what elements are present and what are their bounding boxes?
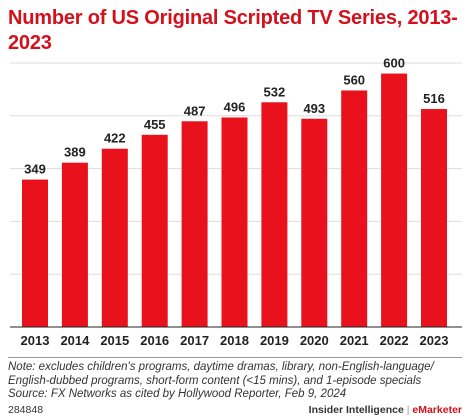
data-label-2022: 600 xyxy=(383,56,405,71)
data-label-2016: 455 xyxy=(144,117,166,132)
note-line-1: Note: excludes children's programs, dayt… xyxy=(8,361,434,373)
x-tick-2021: 2021 xyxy=(340,333,369,348)
x-tick-2013: 2013 xyxy=(21,333,50,348)
chart-id: 284848 xyxy=(8,404,44,416)
note-line-2: English-dubbed programs, short-form cont… xyxy=(8,374,422,387)
x-tick-2015: 2015 xyxy=(100,333,129,348)
x-tick-2022: 2022 xyxy=(380,333,409,348)
x-tick-2019: 2019 xyxy=(260,333,289,348)
data-labels: 349 389 422 455 487 496 532 493 560 600 516 xyxy=(24,56,445,177)
bar-2023 xyxy=(421,109,447,328)
data-label-2023: 516 xyxy=(423,91,445,106)
bar-2019 xyxy=(261,102,288,327)
data-label-2021: 560 xyxy=(343,72,365,87)
bar-2018 xyxy=(221,117,248,328)
chart-title: Number of US Original Scripted TV Series… xyxy=(8,7,458,54)
x-tick-2017: 2017 xyxy=(180,333,209,348)
note-divider xyxy=(8,357,462,358)
x-tick-2016: 2016 xyxy=(140,333,169,348)
data-label-2017: 487 xyxy=(184,103,206,118)
bar-2021 xyxy=(341,90,368,328)
x-tick-2018: 2018 xyxy=(220,333,249,348)
data-label-2014: 389 xyxy=(64,145,86,160)
brand-emarketer: eMarketer xyxy=(412,404,462,416)
data-label-2015: 422 xyxy=(104,131,126,146)
chart-note: Note: excludes children's programs, dayt… xyxy=(8,361,464,402)
x-tick-2020: 2020 xyxy=(300,333,329,348)
data-label-2013: 349 xyxy=(24,162,46,177)
source-line: Source: FX Networks as cited by Hollywoo… xyxy=(8,388,347,400)
bar-2020 xyxy=(301,118,328,327)
bar-2015 xyxy=(101,148,128,327)
brand-separator: | xyxy=(406,404,410,416)
bar-2016 xyxy=(141,134,168,327)
bar-2017 xyxy=(181,121,208,327)
brand-insider-intelligence: Insider Intelligence xyxy=(308,404,404,416)
x-tick-2023: 2023 xyxy=(420,333,449,348)
bar-2013 xyxy=(22,179,48,327)
bar-2014 xyxy=(61,162,88,327)
data-label-2020: 493 xyxy=(303,101,325,116)
bars xyxy=(22,73,447,328)
data-label-2018: 496 xyxy=(224,99,246,114)
data-label-2019: 532 xyxy=(264,84,286,99)
x-tick-labels: 2013 2014 2015 2016 2017 2018 2019 2020 2021 2022… xyxy=(21,333,449,348)
bar-2022 xyxy=(381,73,408,327)
brand: Insider Intelligence | eMarketer xyxy=(309,404,462,416)
x-tick-2014: 2014 xyxy=(60,333,90,348)
